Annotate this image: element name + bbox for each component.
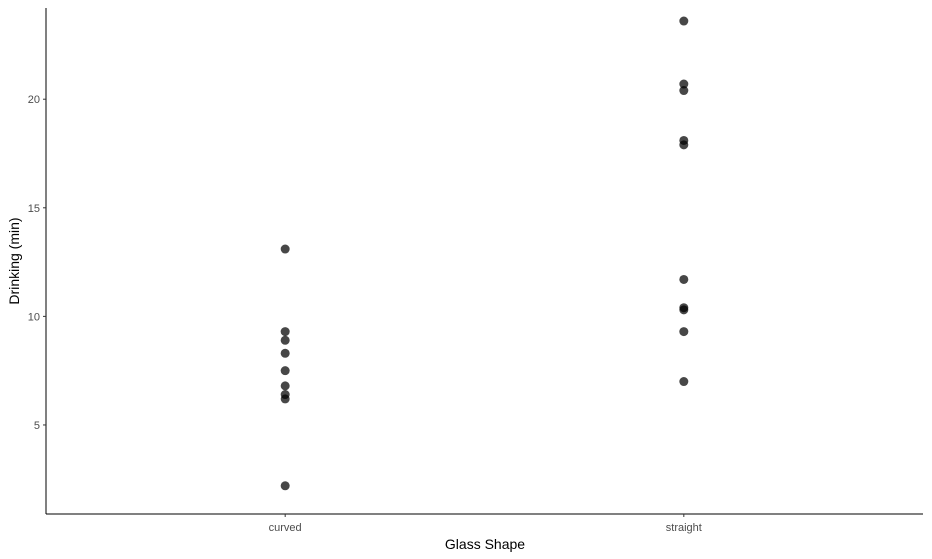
y-tick-label: 10 (28, 311, 40, 323)
y-tick-label: 15 (28, 203, 40, 215)
data-point (280, 348, 290, 358)
data-point (679, 16, 689, 26)
y-ticks: 5 10 15 20 (28, 94, 46, 432)
data-points (280, 16, 689, 491)
data-point (280, 481, 290, 491)
x-tick-label: straight (666, 522, 702, 534)
data-point (679, 305, 689, 315)
data-point (280, 244, 290, 254)
y-tick-label: 5 (34, 420, 40, 432)
data-point (280, 394, 290, 404)
data-point (280, 366, 290, 376)
data-point (280, 327, 290, 337)
x-tick-label: curved (269, 522, 302, 534)
x-ticks: curved straight (269, 514, 702, 534)
x-axis-title: Glass Shape (445, 536, 525, 552)
data-point (679, 86, 689, 96)
data-point (280, 335, 290, 345)
y-axis-title: Drinking (min) (6, 217, 22, 304)
data-point (679, 274, 689, 284)
axes (45, 8, 923, 515)
data-point (280, 381, 290, 391)
data-point (679, 140, 689, 150)
data-point (679, 79, 689, 89)
data-point (679, 377, 689, 387)
data-point (679, 327, 689, 337)
y-tick-label: 20 (28, 94, 40, 106)
